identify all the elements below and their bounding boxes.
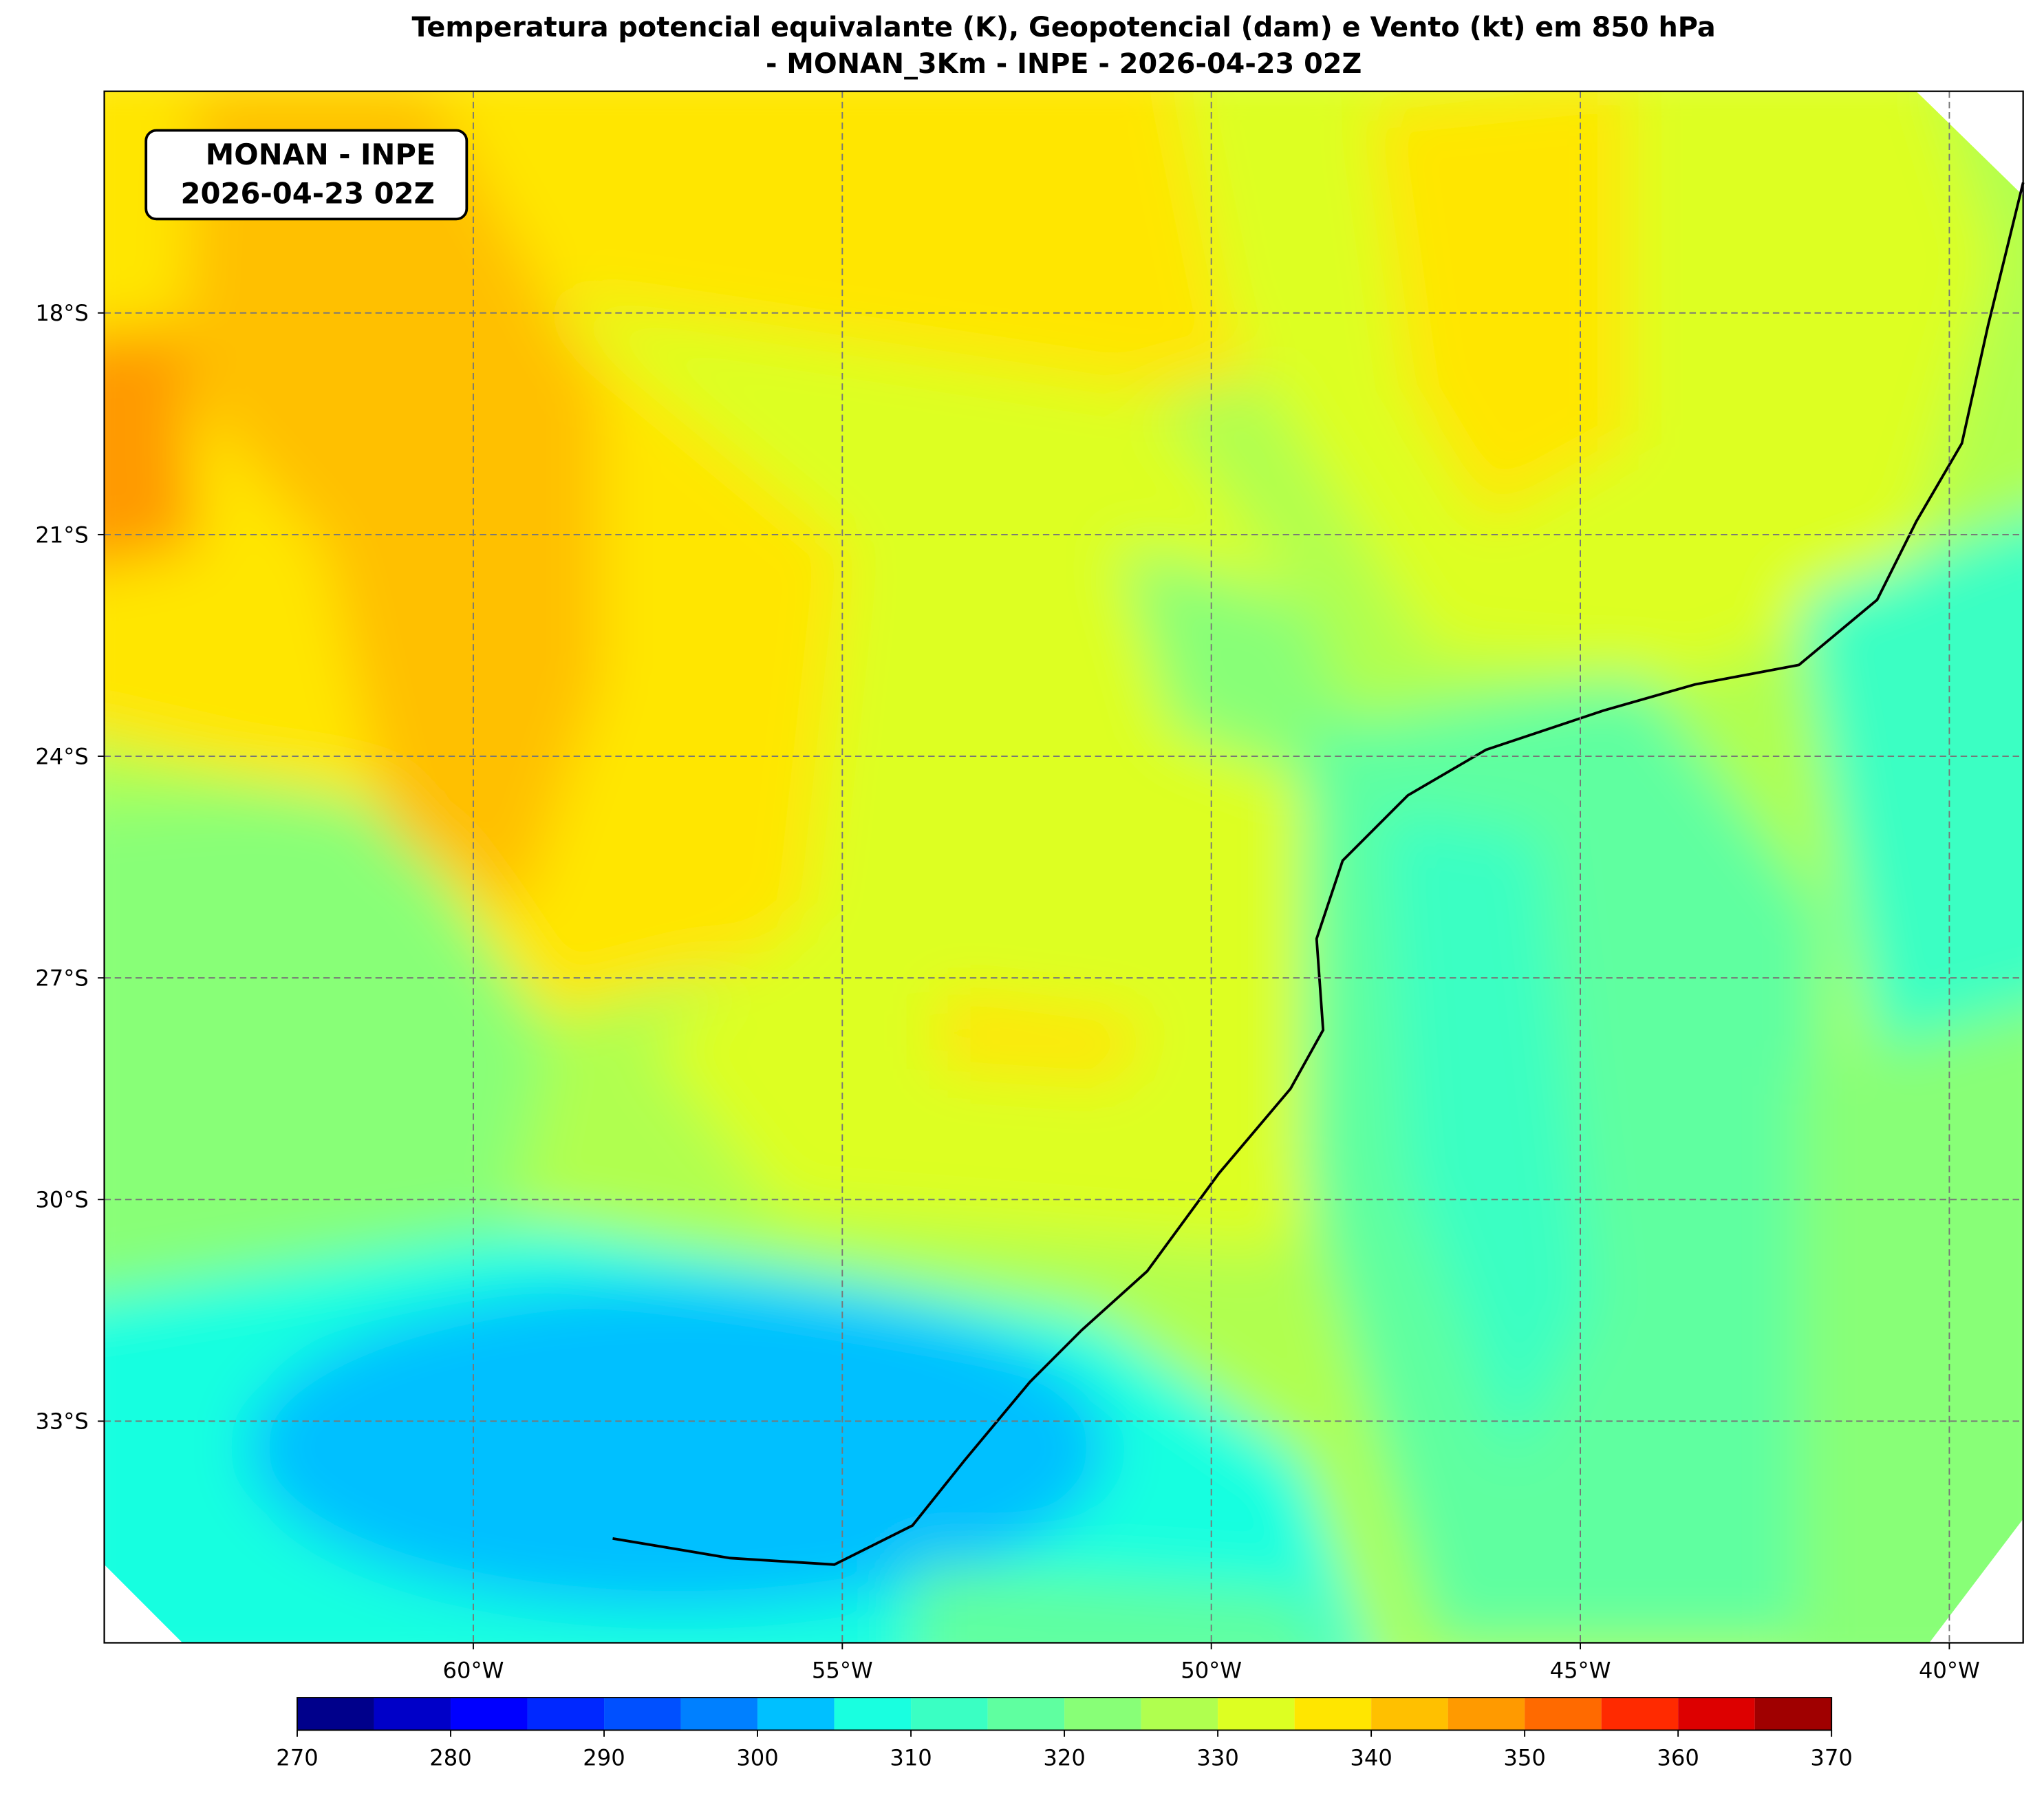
colorbar-bin [1371,1698,1448,1731]
y-tick-label: 24°S [35,743,89,769]
info-box-line: 2026-04-23 02Z [181,177,435,211]
colorbar-bin [680,1698,758,1731]
x-tick-label: 45°W [1550,1658,1611,1684]
coastline [612,182,2025,1566]
colorbar-tick-label: 320 [1043,1745,1085,1771]
y-tick-label: 33°S [35,1409,89,1435]
colorbar-tick-label: 310 [890,1745,932,1771]
colorbar-tick-label: 340 [1350,1745,1392,1771]
colorbar-bin [1294,1698,1372,1731]
colorbar-tick-label: 270 [276,1745,318,1771]
info-box [144,129,469,221]
colorbar-bin [1601,1698,1679,1731]
title-line: - MONAN_3Km - INPE - 2026-04-23 02Z [766,48,1362,80]
colorbar-bin [374,1698,451,1731]
colorbar-bin [1218,1698,1295,1731]
colorbar-bin [1525,1698,1602,1731]
colorbar-bin [1754,1698,1832,1731]
colorbar-tick-label: 360 [1657,1745,1699,1771]
colorbar-bin [1448,1698,1525,1731]
colorbar-bin [757,1698,835,1731]
y-tick-label: 27°S [35,965,89,992]
colorbar-bin [834,1698,912,1731]
map-frame [103,90,2024,1644]
gridlines [104,91,2023,1643]
title-line: Temperatura potencial equivalante (K), G… [412,12,1716,43]
colorbar-bin [527,1698,605,1731]
colorbar-bin [1141,1698,1218,1731]
colorbar-bin [987,1698,1065,1731]
colorbar-tick-label: 330 [1196,1745,1238,1771]
field [104,91,2023,1643]
colorbar-bin [911,1698,988,1731]
x-tick-label: 50°W [1181,1658,1242,1684]
y-tick-label: 30°S [35,1187,89,1213]
colorbar-bin [1678,1698,1755,1731]
colorbar-tick-label: 290 [583,1745,625,1771]
y-tick-label: 21°S [35,522,89,548]
y-tick-label: 18°S [35,300,89,326]
colorbar-bin [1064,1698,1141,1731]
colorbar-frame [297,1697,1833,1731]
colorbar-tick-label: 280 [429,1745,471,1771]
colorbar-bin [604,1698,681,1731]
colorbar-tick-label: 300 [736,1745,778,1771]
x-tick-label: 55°W [812,1658,873,1684]
colorbar-bin [297,1698,374,1731]
x-tick-label: 40°W [1919,1658,1980,1684]
colorbar-tick-label: 350 [1503,1745,1545,1771]
colorbar-bin [451,1698,528,1731]
colorbar-tick-label: 370 [1810,1745,1852,1771]
colorbar: 270 280 290 300 310 320 330 340 350 360 370 [276,1697,1853,1771]
info-box-line: MONAN - INPE [206,138,436,171]
x-tick-label: 60°W [442,1658,504,1684]
